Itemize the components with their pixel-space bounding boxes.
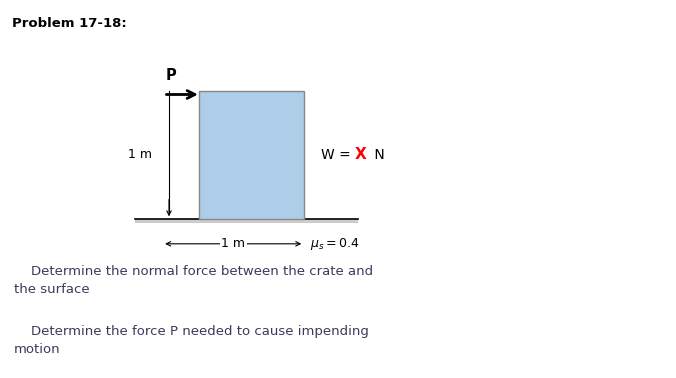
Text: Determine the force P needed to cause impending
motion: Determine the force P needed to cause im… xyxy=(14,325,368,356)
Text: P: P xyxy=(166,68,176,83)
Bar xyxy=(135,219,358,223)
Text: 1 m: 1 m xyxy=(221,237,245,250)
Bar xyxy=(199,91,304,219)
Text: W =: W = xyxy=(321,148,355,162)
Text: N: N xyxy=(370,148,385,162)
Text: Problem 17-18:: Problem 17-18: xyxy=(12,17,127,30)
Text: $\mu_s = 0.4$: $\mu_s = 0.4$ xyxy=(310,236,359,252)
Text: X: X xyxy=(355,147,366,163)
Text: Determine the normal force between the crate and
the surface: Determine the normal force between the c… xyxy=(14,265,372,296)
Text: 1 m: 1 m xyxy=(128,149,152,161)
